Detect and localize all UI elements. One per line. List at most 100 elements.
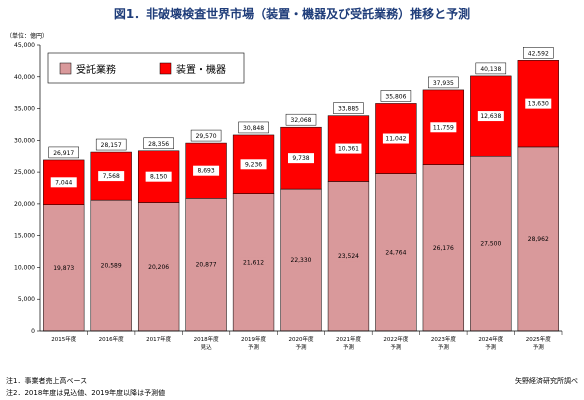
data-label-equipment: 13,630 — [528, 101, 549, 108]
total-label-box — [285, 113, 317, 126]
data-label-bg — [477, 238, 504, 249]
data-label-bg — [525, 98, 552, 109]
total-label: 30,848 — [243, 125, 264, 132]
x-tick-label: 2022年度 — [383, 335, 408, 343]
data-label-bg — [240, 257, 267, 268]
total-label: 42,592 — [528, 50, 549, 57]
total-label: 28,157 — [101, 142, 122, 149]
x-tick-label: 2016年度 — [99, 335, 124, 343]
data-label-service: 20,589 — [101, 263, 122, 270]
unit-label: （単位：億円） — [6, 32, 48, 40]
data-label-equipment: 12,638 — [480, 113, 501, 120]
total-label-box — [428, 76, 459, 89]
y-axis: 0 5,000 10,000 15,000 20,000 25,000 30,000 35,0… — [14, 42, 41, 335]
x-tick-label: 2019年度 — [241, 335, 266, 343]
total-label: 37,935 — [433, 80, 454, 87]
legend-box — [47, 52, 245, 84]
data-label-bg — [193, 259, 220, 270]
legend-label-service: 受託業務 — [76, 63, 116, 76]
y-tick-label: 15,000 — [14, 233, 35, 240]
data-label-bg — [193, 165, 220, 176]
total-label-box — [475, 62, 507, 75]
y-tick-label: 30,000 — [14, 137, 35, 144]
note-2: 注2．2018年度は見込値、2019年度以降は予測値 — [6, 388, 165, 397]
data-label-bg — [382, 133, 409, 144]
data-label-equipment: 11,042 — [385, 136, 406, 143]
x-tick-label: 予測 — [533, 343, 545, 351]
y-tick-label: 10,000 — [14, 264, 35, 271]
source-note: 矢野経済研究所調べ — [515, 376, 578, 385]
data-label-bg — [98, 171, 125, 182]
x-tick-label: 予測 — [438, 343, 450, 351]
x-tick-label: 予測 — [485, 343, 497, 351]
data-label-equipment: 10,361 — [338, 146, 359, 153]
data-label-service: 20,877 — [196, 262, 217, 269]
data-label-service: 20,206 — [148, 264, 169, 271]
total-label: 28,356 — [148, 141, 169, 148]
data-label-service: 24,764 — [385, 249, 406, 256]
data-label-service: 21,612 — [243, 259, 264, 266]
legend-swatch-service — [59, 62, 72, 75]
y-tick-label: 0 — [31, 328, 35, 335]
data-label-equipment: 8,150 — [150, 174, 167, 181]
x-tick-label: 予測 — [390, 343, 402, 351]
total-label-box — [380, 90, 412, 102]
data-label-service: 27,500 — [480, 241, 501, 248]
bars: 19,873 7,044 26,917 20,589 7,568 28,157 20,206… — [43, 47, 559, 332]
data-label-bg — [382, 247, 409, 258]
total-label-box — [523, 47, 554, 59]
total-label: 26,917 — [53, 150, 74, 157]
data-label-equipment: 9,236 — [245, 161, 262, 168]
legend: 受託業務 装置・機器 — [47, 52, 245, 84]
x-tick-label: 2024年度 — [478, 335, 503, 343]
total-label-box — [333, 102, 364, 114]
x-tick-label: 2021年度 — [336, 335, 361, 343]
data-label-bg — [335, 251, 362, 262]
data-label-service: 28,962 — [528, 236, 549, 243]
data-label-equipment: 9,738 — [292, 155, 309, 162]
y-tick-label: 35,000 — [14, 106, 35, 113]
x-tick-label: 2015年度 — [51, 335, 76, 343]
data-label-bg — [240, 159, 267, 170]
total-label-box — [238, 121, 269, 134]
data-label-bg — [98, 260, 125, 271]
data-label-equipment: 7,568 — [103, 173, 120, 180]
data-label-equipment: 11,759 — [433, 124, 454, 131]
data-label-service: 19,873 — [53, 265, 74, 272]
data-label-bg — [145, 261, 172, 272]
data-label-bg — [477, 111, 504, 122]
total-label: 40,138 — [480, 66, 501, 73]
data-label-bg — [288, 255, 314, 266]
legend-label-equipment: 装置・機器 — [176, 63, 226, 76]
x-tick-label: 2023年度 — [431, 335, 456, 343]
x-tick-label: 予測 — [248, 343, 260, 351]
legend-swatch-equipment — [159, 62, 172, 75]
note-1: 注1．事業者売上高ベース — [6, 376, 87, 385]
x-tick-label: 2018年度 — [194, 335, 219, 343]
total-label-box — [190, 129, 222, 142]
x-tick-label: 2017年度 — [146, 335, 171, 343]
x-axis: 2015年度 2016年度 2017年度 2018年度見込2019年度予測2020年度… — [40, 330, 563, 351]
x-tick-label: 2025年度 — [526, 335, 551, 343]
total-label: 35,806 — [385, 93, 406, 100]
data-label-bg — [50, 177, 77, 188]
data-label-service: 23,524 — [338, 253, 359, 260]
y-tick-label: 25,000 — [14, 169, 35, 176]
data-label-equipment: 7,044 — [55, 179, 72, 186]
x-tick-label: 2020年度 — [289, 335, 314, 343]
data-label-bg — [335, 143, 362, 154]
data-label-service: 22,330 — [291, 257, 312, 264]
data-label-bg — [525, 233, 552, 244]
x-tick-label: 予測 — [295, 343, 307, 351]
y-tick-label: 40,000 — [14, 74, 35, 81]
total-label-box — [143, 137, 174, 150]
total-label: 29,570 — [196, 133, 217, 140]
y-tick-label: 5,000 — [18, 296, 35, 303]
y-tick-label: 45,000 — [14, 42, 35, 49]
data-label-service: 26,176 — [433, 245, 454, 252]
total-label-box — [48, 146, 79, 159]
data-label-bg — [430, 122, 457, 133]
x-tick-label: 見込 — [201, 343, 213, 351]
